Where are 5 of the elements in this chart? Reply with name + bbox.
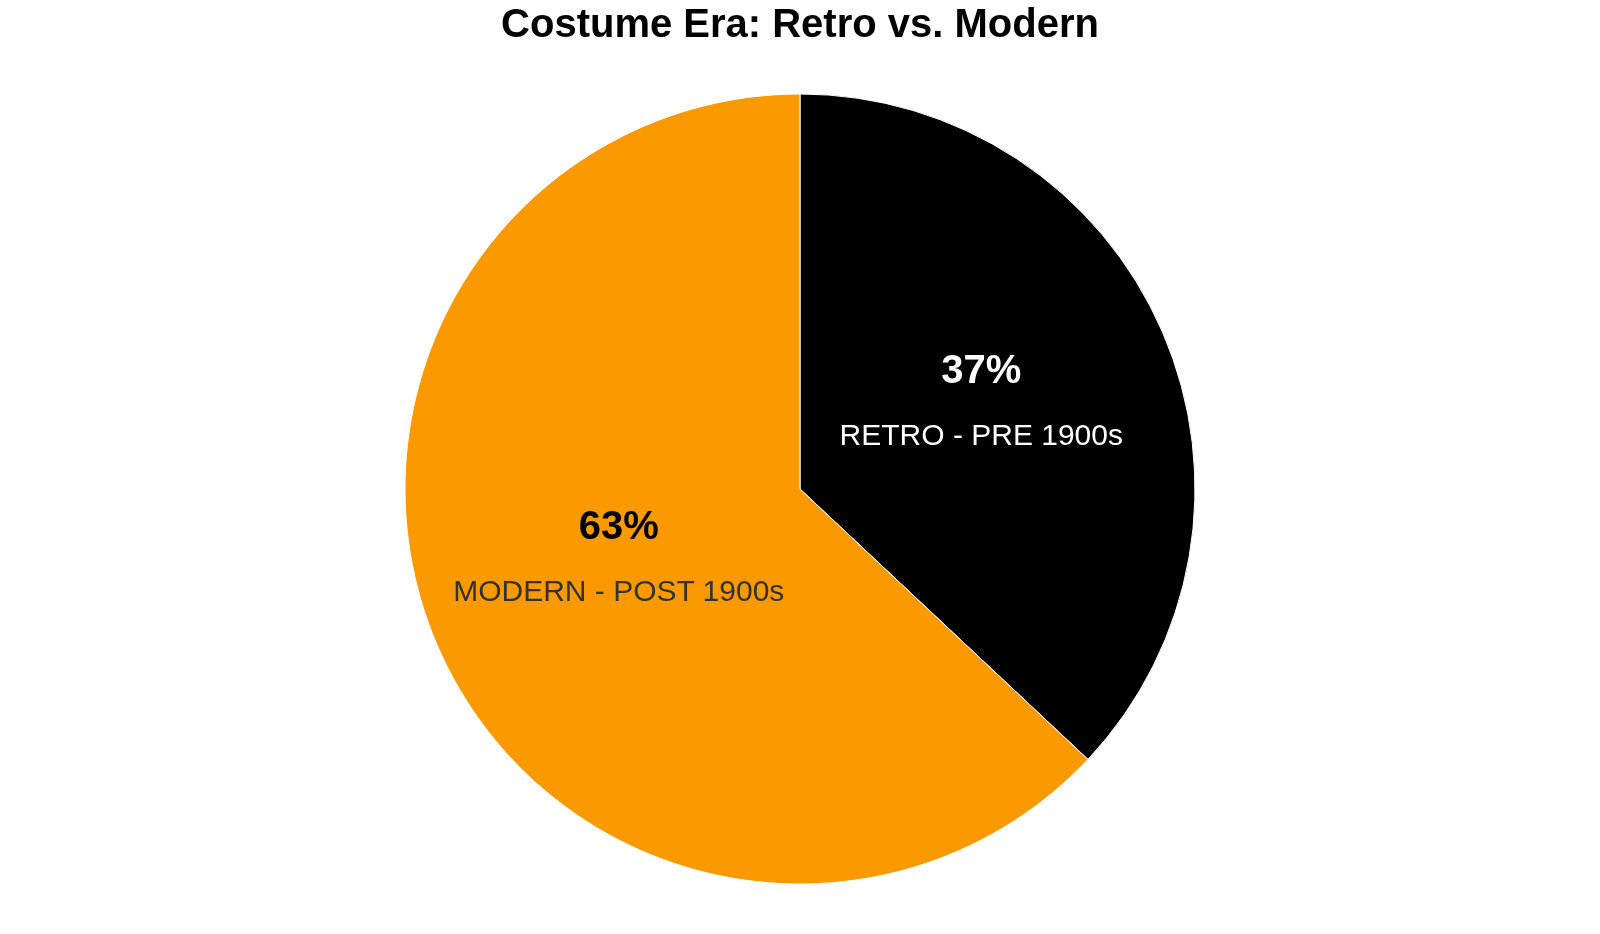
slice-label: RETRO - PRE 1900s (839, 417, 1123, 451)
slice-label: MODERN - POST 1900s (453, 574, 785, 608)
data-label: 37% (941, 346, 1022, 391)
chart-title: Costume Era: Retro vs. Modern (501, 1, 1099, 45)
data-label: 63% (578, 503, 659, 548)
